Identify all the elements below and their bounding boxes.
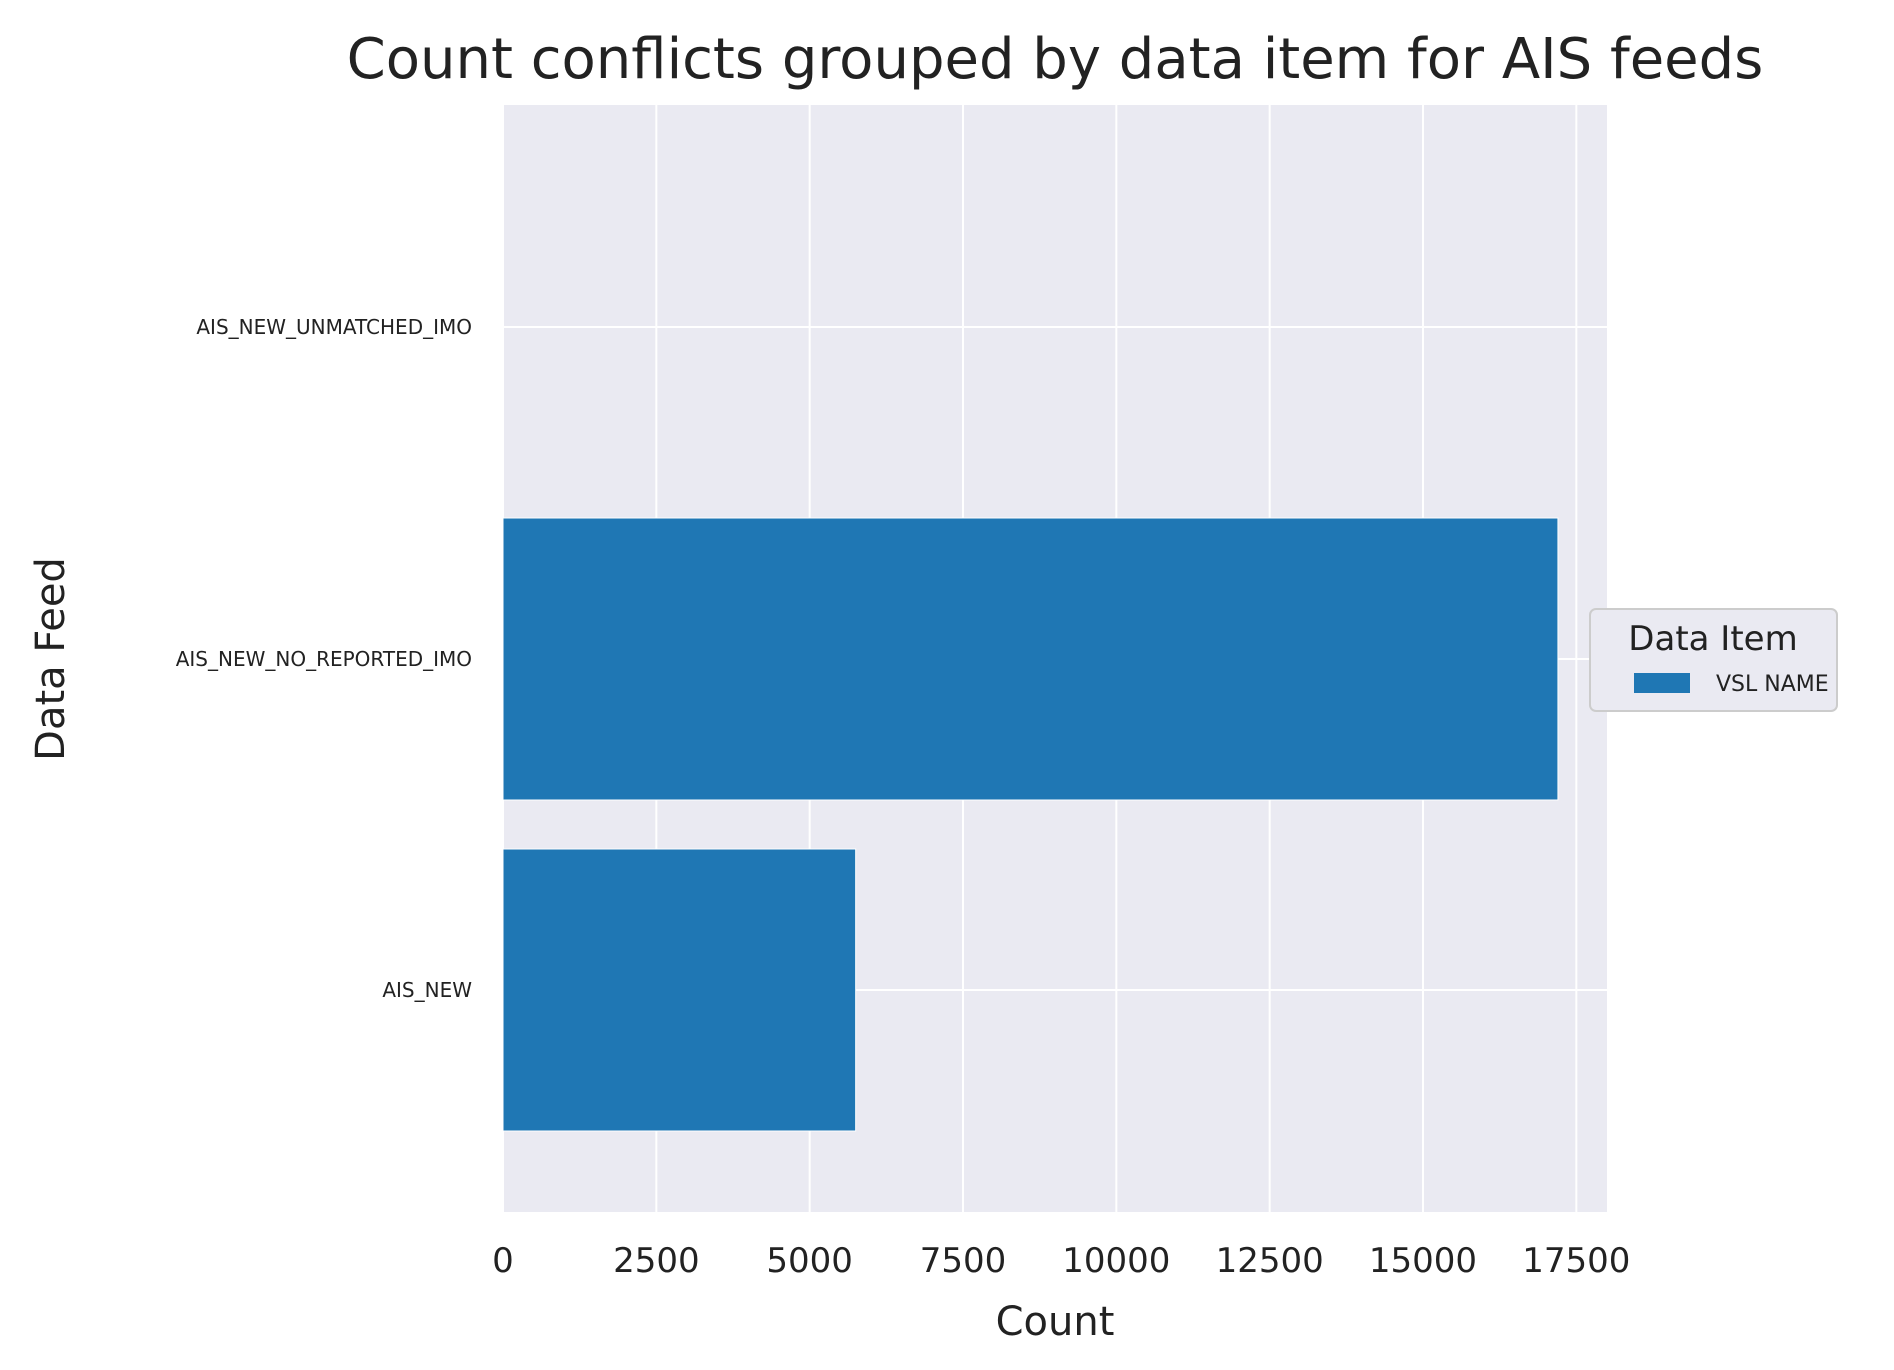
bar-ais-new xyxy=(502,848,857,1132)
y-tick-label: AIS_NEW xyxy=(382,978,472,1002)
x-tick-label: 10000 xyxy=(1062,1241,1170,1281)
legend-label: VSL NAME xyxy=(1716,672,1829,697)
x-tick-labels: 0 2500 5000 7500 10000 12500 15000 17500 xyxy=(492,1241,1630,1281)
x-tick-label: 12500 xyxy=(1216,1241,1324,1281)
x-axis-label: Count xyxy=(996,1299,1115,1345)
y-tick-label: AIS_NEW_UNMATCHED_IMO xyxy=(196,315,472,339)
x-tick-label: 17500 xyxy=(1522,1241,1630,1281)
y-axis-label: Data Feed xyxy=(28,557,74,761)
legend-title: Data Item xyxy=(1628,619,1797,659)
chart-title: Count conflicts grouped by data item for… xyxy=(347,27,1764,92)
x-tick-label: 2500 xyxy=(613,1241,700,1281)
x-tick-label: 5000 xyxy=(766,1241,853,1281)
legend-swatch xyxy=(1634,673,1690,693)
x-tick-label: 15000 xyxy=(1369,1241,1477,1281)
y-tick-label: AIS_NEW_NO_REPORTED_IMO xyxy=(176,647,472,671)
bar-ais-new-no-reported-imo xyxy=(502,517,1559,801)
legend: Data Item VSL NAME xyxy=(1589,608,1838,712)
x-tick-label: 7500 xyxy=(920,1241,1007,1281)
bars xyxy=(502,517,1559,1132)
x-tick-label: 0 xyxy=(492,1241,514,1281)
y-tick-labels: AIS_NEW AIS_NEW_NO_REPORTED_IMO AIS_NEW_UN… xyxy=(176,315,472,1002)
